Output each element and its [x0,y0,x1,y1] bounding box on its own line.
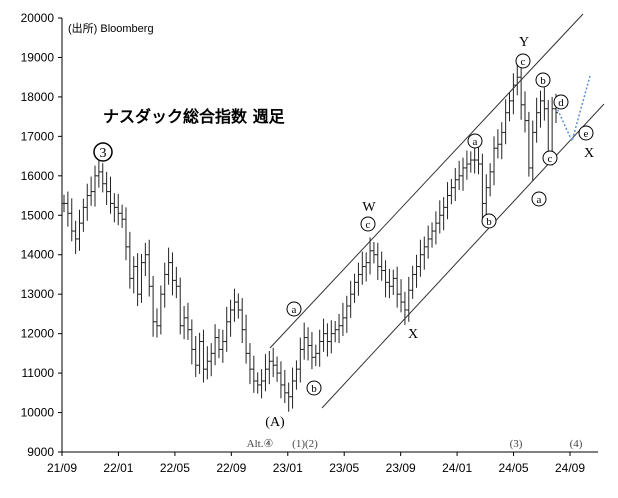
wave-a2-circle [467,133,483,149]
lower-channel-line [321,103,605,409]
wave-X2: X [584,146,594,161]
wave-c1: c [366,219,371,231]
wave-c2-circle [515,53,531,69]
projection-dotted-line [555,75,591,144]
x-tick-label: 22/05 [160,461,190,475]
wave-Y: Y [519,35,529,50]
wave-a3: a [537,194,542,206]
wave-a2: a [473,136,478,148]
y-tick-label: 17000 [21,129,55,143]
y-tick-label: 9000 [27,445,54,459]
wave-alt4: Alt.④ [247,438,274,450]
y-tick-label: 11000 [22,366,55,380]
axes: 20000 19000 18000 17000 16000 15000 14000 13000… [21,11,598,475]
chart-title: ナスダック総合指数 週足 [103,107,286,126]
wave-b1-circle [306,380,322,396]
wave-X1: X [408,327,418,342]
x-tick-label: 21/09 [47,461,77,475]
wave-c2: c [521,56,526,68]
y-tick-label: 15000 [21,208,55,222]
channel-lines [269,13,605,409]
y-tick-label: 19000 [21,50,55,64]
x-tick-label: 22/01 [103,461,133,475]
wave-b1: b [311,383,317,395]
wave-W: W [362,200,376,215]
x-tick-label: 24/01 [442,461,472,475]
x-tick-label: 24/05 [499,461,529,475]
wave-c3: c [548,153,553,165]
y-tick-label: 12000 [21,327,55,341]
x-tick-label: 23/05 [329,461,359,475]
x-tick-label: 22/09 [216,461,246,475]
wave-e-circle [578,125,594,141]
wave-3-circle [93,142,113,162]
x-tick-label: 23/01 [273,461,303,475]
wave-1-2: (1)(2) [292,438,318,450]
y-tick-label: 18000 [21,90,55,104]
y-tick-label: 10000 [21,406,55,420]
y-tick-label: 20000 [21,11,55,25]
projection-path [555,75,591,144]
wave-3-count: (3) [510,438,523,450]
wave-A: (A) [265,415,285,430]
wave-b3-circle [535,72,551,88]
y-tick-label: 13000 [21,287,55,301]
wave-c3-circle [542,150,558,166]
wave-4-count: (4) [570,438,583,450]
x-tick-label: 23/09 [386,461,416,475]
wave-a1: a [292,304,297,316]
wave-3-label: 3 [100,146,107,161]
y-tick-label: 14000 [21,248,55,262]
wave-b2-circle [481,213,497,229]
y-tick-label: 16000 [21,169,55,183]
wave-c1-circle [360,216,376,232]
source-label: (出所) Bloomberg [68,21,154,35]
wave-b3: b [540,75,546,87]
wave-a3-circle [531,191,547,207]
wave-d: d [558,97,564,109]
wave-a1-circle [286,301,302,317]
wave-b2: b [486,216,492,228]
wave-e: e [584,128,589,140]
wave-d-circle [553,94,569,110]
upper-channel-line [269,13,584,349]
x-tick-label: 24/09 [555,461,585,475]
